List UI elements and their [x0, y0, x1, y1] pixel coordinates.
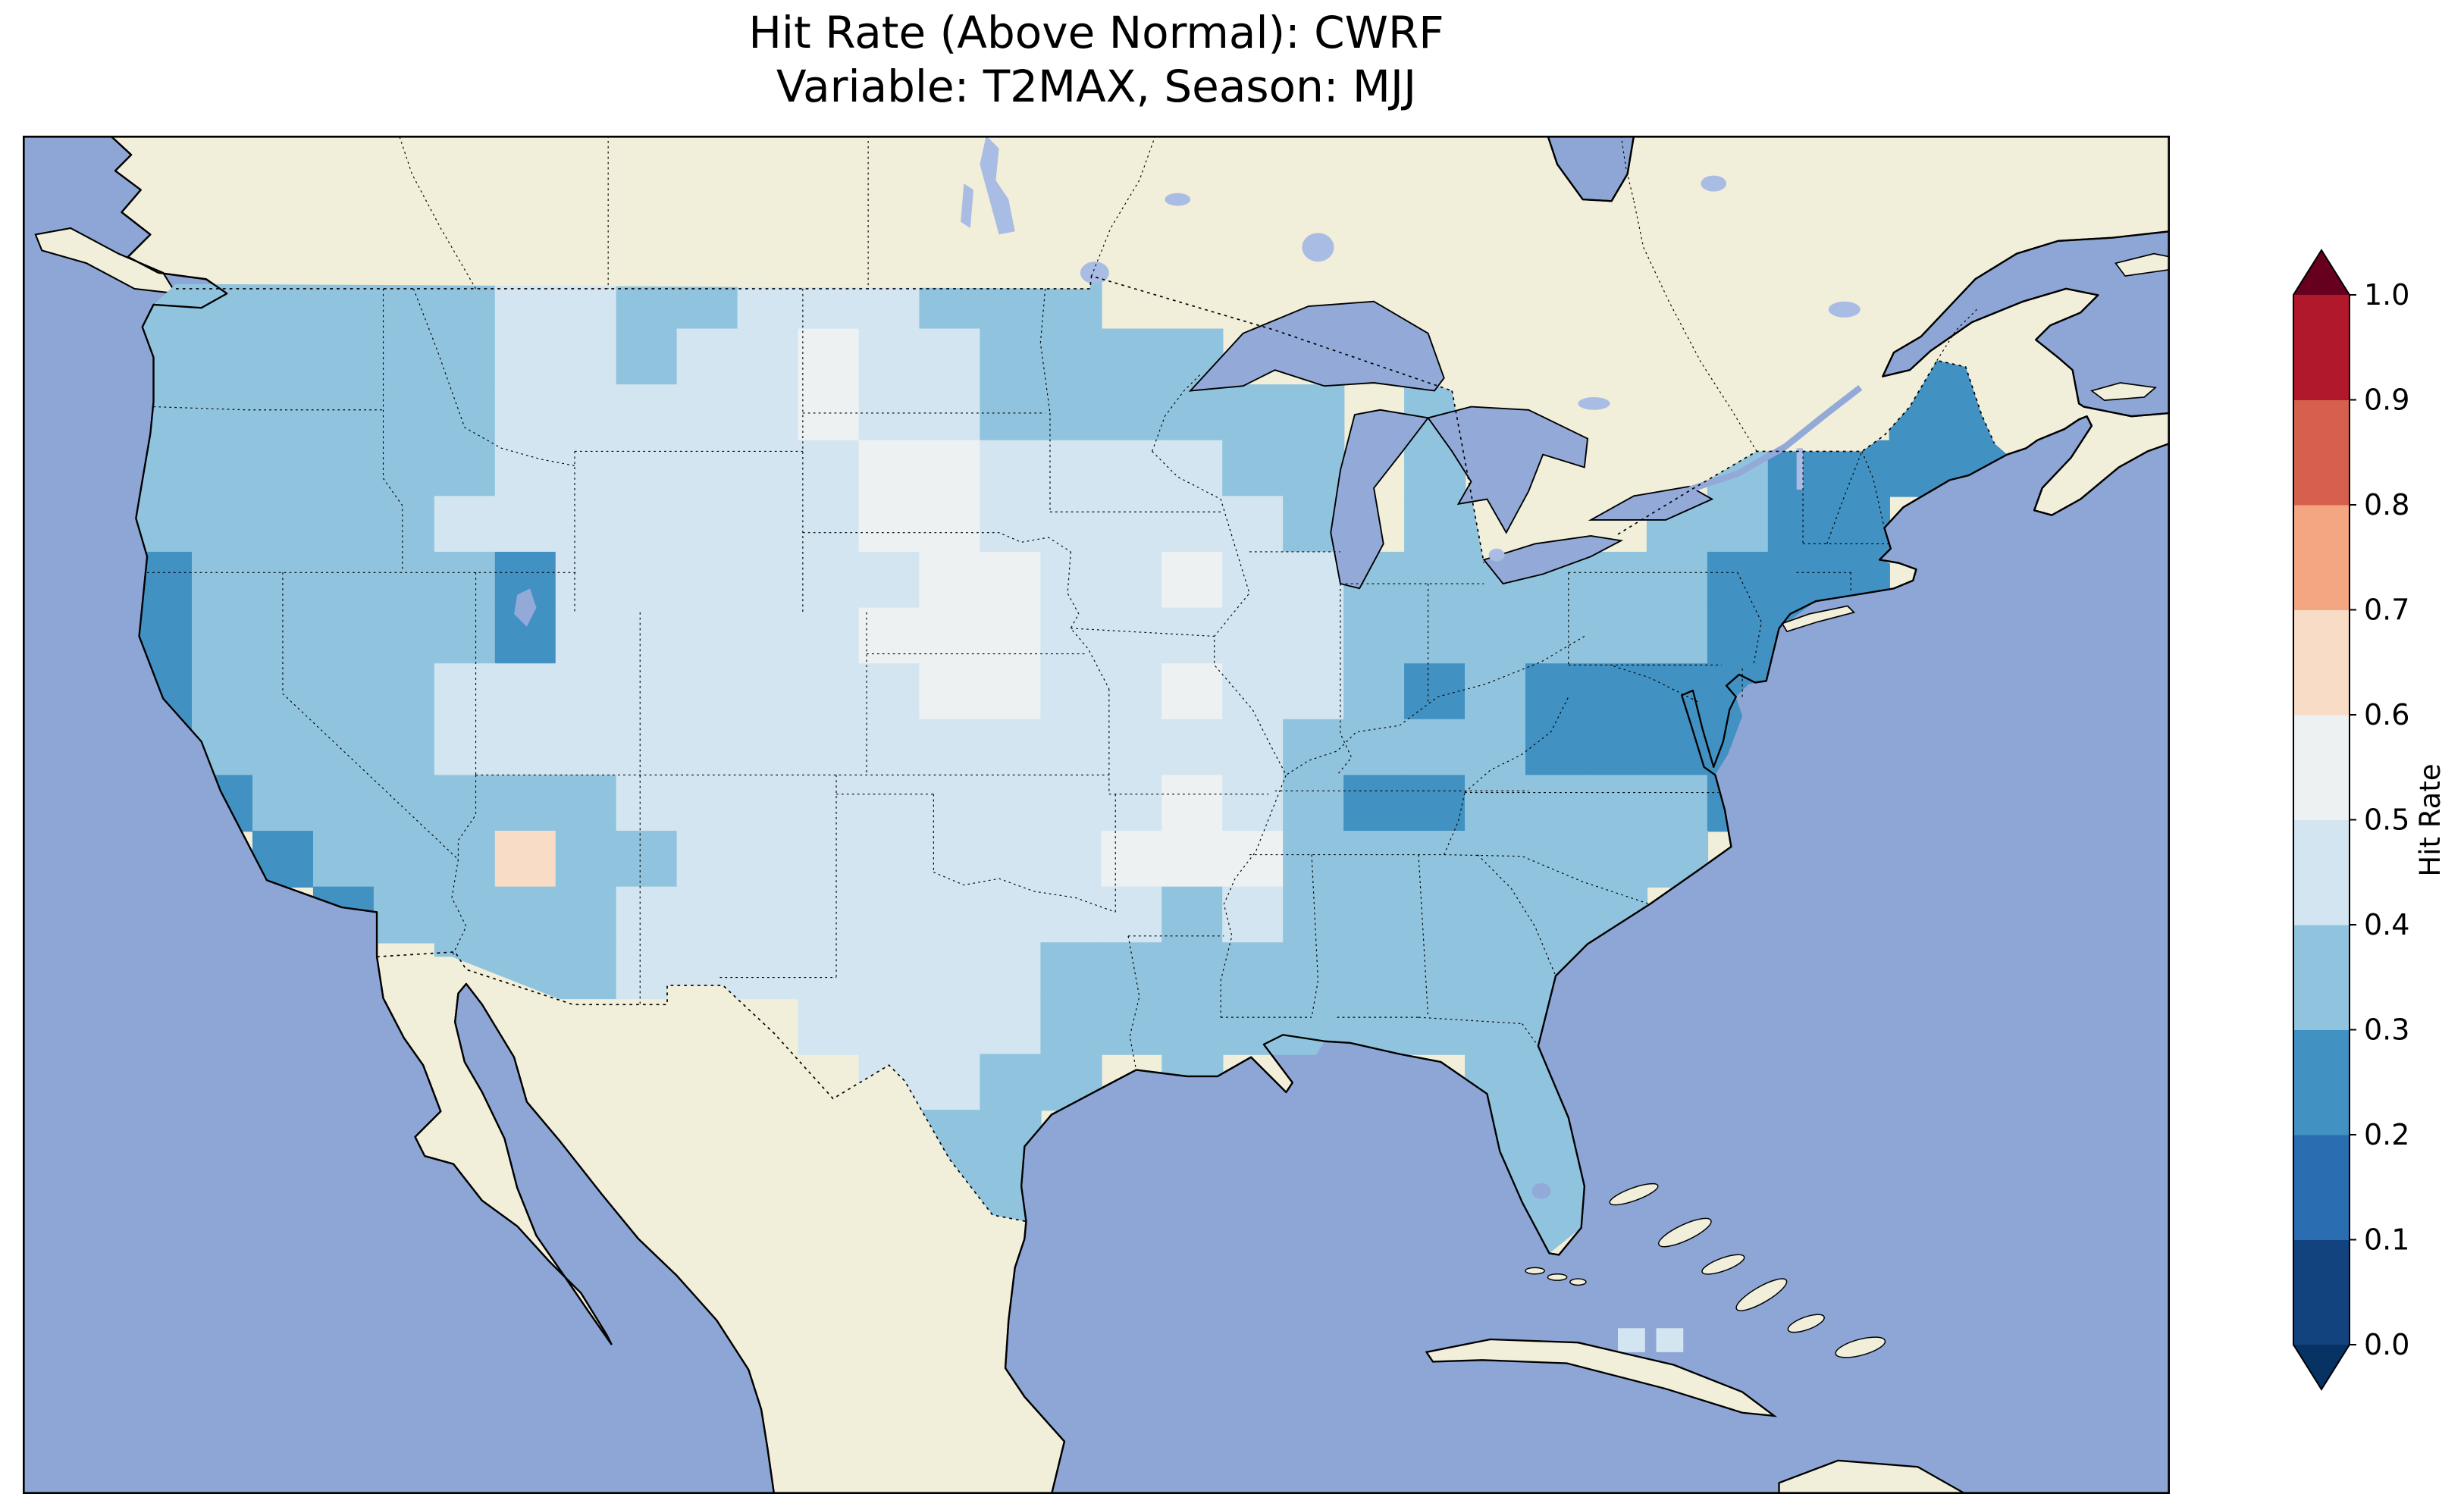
colorbar-axis-label: Hit Rate: [2414, 763, 2447, 876]
colorbar-tick-label: 0.0: [2364, 1328, 2409, 1361]
bahamas-island: [1835, 1336, 1886, 1358]
colorbar-tick-label: 0.1: [2364, 1223, 2409, 1257]
colorbar: 1.0 0.9 0.8 0.7 0.6 0.5 0.4 0.3 0.2 0.1 0.0 Hit Ra…: [2259, 224, 2464, 1436]
colorbar-band-3: [2293, 925, 2350, 1030]
colorbar-ticks: 1.0 0.9 0.8 0.7 0.6 0.5 0.4 0.3 0.2 0.1 0.0: [2350, 278, 2409, 1361]
colorbar-band-9: [2293, 295, 2350, 400]
colorbar-tick-label: 0.2: [2364, 1118, 2409, 1151]
colorbar-band-6: [2293, 609, 2350, 716]
figure-title-line2: Variable: T2MAX, Season: MJJ: [776, 60, 1417, 112]
florida-key: [1569, 1278, 1587, 1286]
axes-frame: [23, 136, 2170, 1494]
colorbar-tick-label: 0.4: [2364, 908, 2409, 941]
florida-bay-cell: [1618, 1328, 1645, 1352]
colorbar-tick-label: 0.7: [2364, 594, 2409, 627]
florida-keys: [1525, 1267, 1587, 1286]
colorbar-band-5: [2293, 715, 2350, 820]
colorbar-tick-label: 0.6: [2364, 698, 2409, 731]
bahamas-island: [1787, 1314, 1825, 1333]
florida-key: [1547, 1273, 1568, 1281]
colorbar-band-4: [2293, 819, 2350, 926]
bahamas-island: [1701, 1254, 1745, 1275]
bahamas-island: [1609, 1182, 1659, 1206]
colorbar-tick-label: 0.3: [2364, 1013, 2409, 1047]
colorbar-band-8: [2293, 399, 2350, 506]
colorbar-band-2: [2293, 1029, 2350, 1135]
colorbar-over-arrow: [2293, 250, 2350, 295]
bahamas-islands: [1609, 1182, 1886, 1358]
colorbar-tick-label: 0.9: [2364, 384, 2409, 417]
bahamas-island: [1658, 1217, 1712, 1248]
colorbar-tick-label: 0.5: [2364, 803, 2409, 837]
map-axes: [23, 136, 2170, 1494]
colorbar-under-arrow: [2293, 1345, 2350, 1389]
figure-title: Hit Rate (Above Normal): CWRF Variable: …: [748, 6, 1444, 114]
colorbar-band-0: [2293, 1239, 2350, 1345]
colorbar-bands: [2293, 295, 2350, 1345]
cuba: [1425, 1338, 1778, 1417]
conus-map: [23, 136, 2170, 1494]
colorbar-svg: 1.0 0.9 0.8 0.7 0.6 0.5 0.4 0.3 0.2 0.1 0.0 Hit Ra…: [2293, 249, 2447, 1391]
prince-edward-island: [2090, 382, 2158, 402]
colorbar-band-1: [2293, 1135, 2350, 1240]
anticosti-island: [2114, 252, 2170, 277]
colorbar-tick-label: 1.0: [2364, 278, 2409, 312]
bahamas-island: [1735, 1278, 1788, 1311]
florida-bay-cell: [1656, 1328, 1684, 1352]
state-border-line: [1620, 136, 1635, 202]
colorbar-band-7: [2293, 505, 2350, 610]
florida-key: [1525, 1267, 1545, 1275]
colorbar-tick-label: 0.8: [2364, 488, 2409, 521]
figure-title-line1: Hit Rate (Above Normal): CWRF: [748, 7, 1444, 58]
long-island: [1781, 605, 1856, 633]
